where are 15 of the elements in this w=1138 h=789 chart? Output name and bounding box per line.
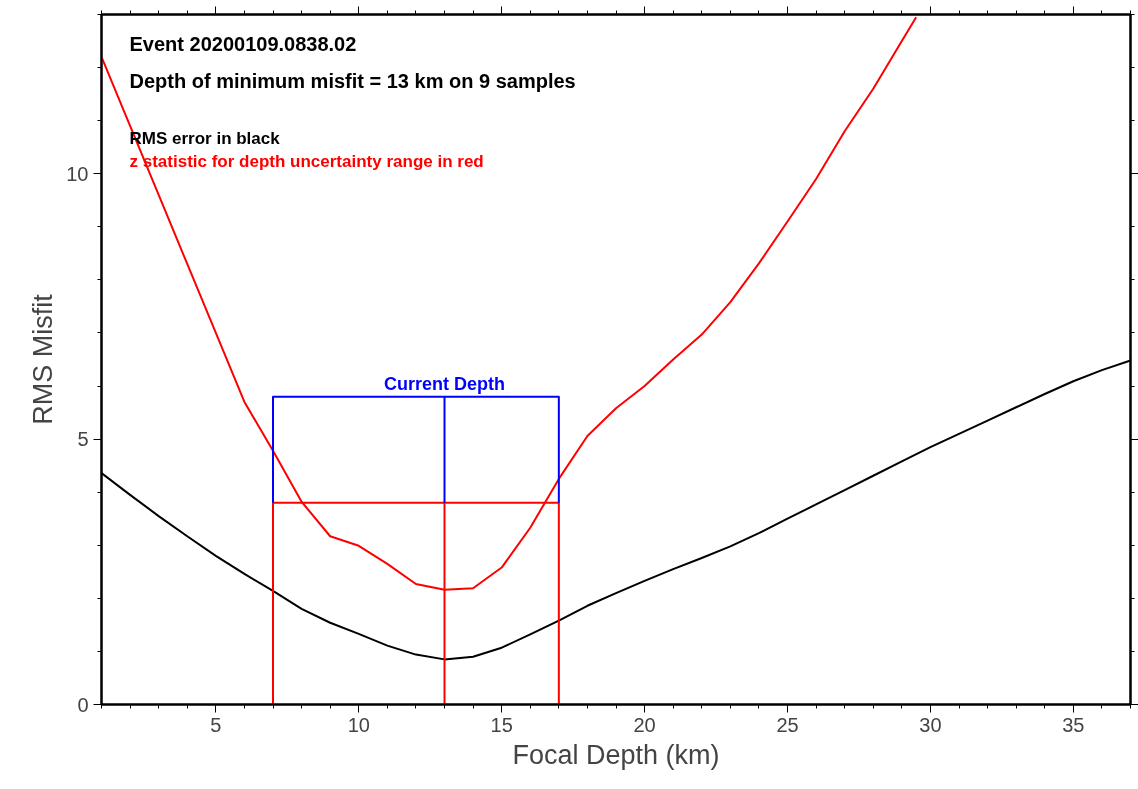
y-tick-label: 10 [66, 162, 89, 185]
y-axis-title: RMS Misfit [28, 293, 59, 425]
y-tick-label: 0 [77, 693, 89, 716]
annotation: Event 20200109.0838.02 [129, 32, 357, 55]
annotation: Depth of minimum misfit = 13 km on 9 samples [129, 69, 576, 92]
annotation: Current Depth [384, 373, 505, 394]
y-tick-label: 5 [77, 428, 89, 451]
x-tick-label: 35 [1062, 713, 1085, 736]
x-tick-label: 10 [347, 713, 370, 736]
x-tick-label: 15 [490, 713, 513, 736]
x-tick-label: 25 [776, 713, 799, 736]
x-axis-title: Focal Depth (km) [512, 739, 720, 770]
x-tick-label: 5 [210, 713, 222, 736]
x-tick-label: 20 [633, 713, 656, 736]
x-tick-label: 30 [919, 713, 942, 736]
